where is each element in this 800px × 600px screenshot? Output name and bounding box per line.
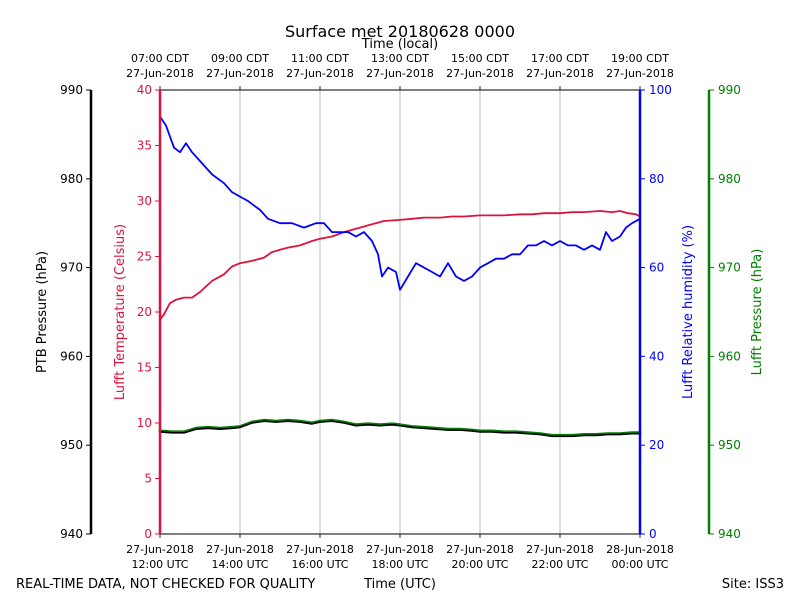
- x-tick-label-utc-time: 12:00 UTC: [131, 558, 188, 571]
- temperature-tick-label: 35: [137, 139, 152, 153]
- temperature-tick-label: 5: [144, 472, 152, 486]
- x-tick-label-utc-date: 27-Jun-2018: [526, 543, 594, 556]
- lufft-pressure-tick-label: 970: [718, 261, 741, 275]
- temperature-tick-label: 15: [137, 361, 152, 375]
- chart-title: Surface met 20180628 0000: [285, 22, 515, 41]
- ptb-pressure-tick-label: 950: [60, 438, 83, 452]
- series-line-lufft-temperature: [159, 210, 641, 321]
- top-tick-label-local-time: 17:00 CDT: [531, 52, 589, 65]
- x-tick-label-utc-date: 27-Jun-2018: [446, 543, 514, 556]
- top-tick-label-local-time: 15:00 CDT: [451, 52, 509, 65]
- lufft-pressure-tick-label: 940: [718, 527, 741, 541]
- humidity-tick-label: 0: [649, 527, 657, 541]
- x-tick-label-utc-time: 16:00 UTC: [291, 558, 348, 571]
- lufft-pressure-axis-label: Lufft Pressure (hPa): [750, 249, 765, 376]
- top-tick-label-local-time: 07:00 CDT: [131, 52, 189, 65]
- temperature-tick-label: 30: [137, 194, 152, 208]
- top-axis-label: Time (local): [361, 37, 438, 52]
- top-tick-label-local-time: 09:00 CDT: [211, 52, 269, 65]
- ticks-layer: 27-Jun-2018 12:00 UTC 07:00 CDT 27-Jun-2018…: [60, 52, 741, 571]
- top-tick-label-local-date: 27-Jun-2018: [126, 67, 194, 80]
- x-tick-label-utc-time: 22:00 UTC: [531, 558, 588, 571]
- ptb-pressure-tick-label: 980: [60, 172, 83, 186]
- lufft-pressure-tick-label: 960: [718, 349, 741, 363]
- top-tick-label-local-time: 19:00 CDT: [611, 52, 669, 65]
- bottom-axis-label: Time (UTC): [363, 577, 436, 592]
- humidity-axis-label: Lufft Relative humidity (%): [681, 225, 696, 399]
- ptb-pressure-tick-label: 940: [60, 527, 83, 541]
- quality-disclaimer: REAL-TIME DATA, NOT CHECKED FOR QUALITY: [16, 577, 315, 592]
- x-tick-label-utc-date: 27-Jun-2018: [366, 543, 434, 556]
- humidity-tick-label: 100: [649, 83, 672, 97]
- ptb-pressure-tick-label: 960: [60, 349, 83, 363]
- site-label: Site: ISS3: [722, 577, 784, 592]
- ptb-pressure-axis-label: PTB Pressure (hPa): [35, 251, 50, 373]
- top-tick-label-local-date: 27-Jun-2018: [366, 67, 434, 80]
- top-tick-label-local-date: 27-Jun-2018: [206, 67, 274, 80]
- series-line-lufft-relative-humidity: [159, 115, 641, 291]
- lufft-pressure-tick-label: 980: [718, 172, 741, 186]
- ptb-pressure-tick-label: 990: [60, 83, 83, 97]
- x-tick-label-utc-time: 18:00 UTC: [371, 558, 428, 571]
- x-tick-label-utc-date: 28-Jun-2018: [606, 543, 674, 556]
- top-tick-label-local-time: 13:00 CDT: [371, 52, 429, 65]
- ptb-pressure-tick-label: 970: [60, 261, 83, 275]
- temperature-axis-label: Lufft Temperature (Celsius): [113, 224, 128, 400]
- x-tick-label-utc-date: 27-Jun-2018: [126, 543, 194, 556]
- temperature-tick-label: 20: [137, 305, 152, 319]
- series-line-ptb-pressure: [159, 420, 641, 438]
- gridlines: [239, 90, 561, 534]
- x-tick-label-utc-time: 14:00 UTC: [211, 558, 268, 571]
- temperature-tick-label: 10: [137, 416, 152, 430]
- temperature-tick-label: 40: [137, 83, 152, 97]
- temperature-tick-label: 0: [144, 527, 152, 541]
- top-tick-label-local-date: 27-Jun-2018: [526, 67, 594, 80]
- temperature-tick-label: 25: [137, 250, 152, 264]
- lufft-pressure-tick-label: 950: [718, 438, 741, 452]
- x-tick-label-utc-date: 27-Jun-2018: [286, 543, 354, 556]
- top-tick-label-local-date: 27-Jun-2018: [286, 67, 354, 80]
- top-tick-label-local-date: 27-Jun-2018: [446, 67, 514, 80]
- x-tick-label-utc-time: 00:00 UTC: [611, 558, 668, 571]
- humidity-tick-label: 20: [649, 438, 664, 452]
- top-tick-label-local-time: 11:00 CDT: [291, 52, 349, 65]
- top-tick-label-local-date: 27-Jun-2018: [606, 67, 674, 80]
- lufft-pressure-tick-label: 990: [718, 83, 741, 97]
- x-tick-label-utc-time: 20:00 UTC: [451, 558, 508, 571]
- series-layer: [158, 115, 642, 438]
- humidity-tick-label: 40: [649, 349, 664, 363]
- humidity-tick-label: 80: [649, 172, 664, 186]
- humidity-tick-label: 60: [649, 261, 664, 275]
- x-tick-label-utc-date: 27-Jun-2018: [206, 543, 274, 556]
